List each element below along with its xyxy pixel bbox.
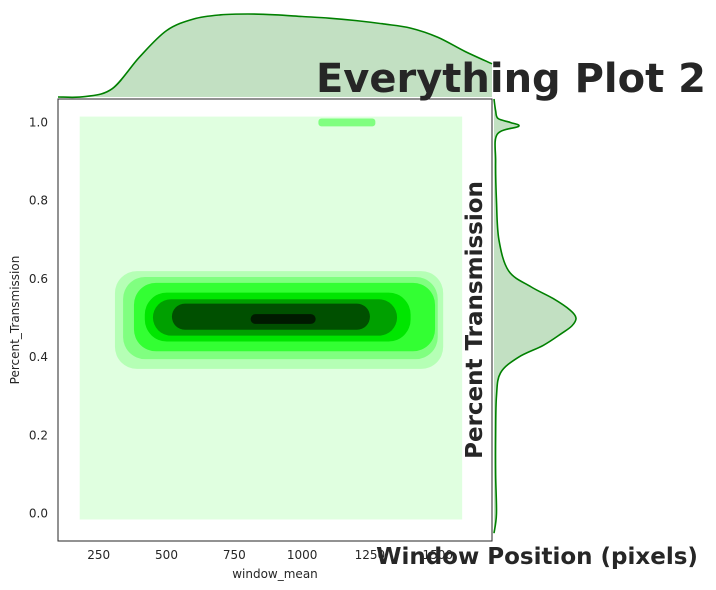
- marginal-y-fill: [494, 99, 577, 534]
- marginal-y-density: [493, 98, 577, 534]
- x-tick-label: 500: [155, 548, 178, 562]
- main-plot-area: [57, 98, 493, 542]
- x-tick-labels: 250 500 750 1000 1250 1500: [87, 548, 453, 562]
- y-axis-overlay-label: Percent Transmission: [462, 181, 488, 459]
- marginal-x-density: [57, 13, 493, 99]
- chart-title: Everything Plot 2: [316, 56, 706, 102]
- marginal-y-curve: [493, 98, 577, 534]
- y-tick-label: 0.4: [29, 350, 48, 364]
- plot-frame: [57, 98, 493, 542]
- y-tick-label: 1.0: [29, 115, 48, 129]
- x-tick-label: 1250: [355, 548, 386, 562]
- marginal-x-curve: [57, 13, 493, 99]
- y-tick-label: 0.8: [29, 194, 48, 208]
- y-axis-label: Percent_Transmission: [8, 256, 22, 385]
- y-tick-label: 0.0: [29, 507, 48, 521]
- kde-top-band: [318, 118, 376, 127]
- y-tick-label: 0.2: [29, 428, 48, 442]
- x-tick-label: 1500: [422, 548, 453, 562]
- x-tick-label: 1000: [287, 548, 318, 562]
- x-tick-label: 750: [223, 548, 246, 562]
- x-axis-label: window_mean: [232, 567, 318, 581]
- y-tick-label: 0.6: [29, 272, 48, 286]
- marginal-x-fill: [58, 14, 492, 98]
- x-axis-overlay-label: Window Position (pixels): [376, 544, 698, 570]
- x-tick-label: 250: [87, 548, 110, 562]
- kde-contours: [79, 116, 463, 520]
- y-tick-labels: 0.0 0.2 0.4 0.6 0.8 1.0: [29, 115, 48, 520]
- kde-level-7: [250, 314, 316, 324]
